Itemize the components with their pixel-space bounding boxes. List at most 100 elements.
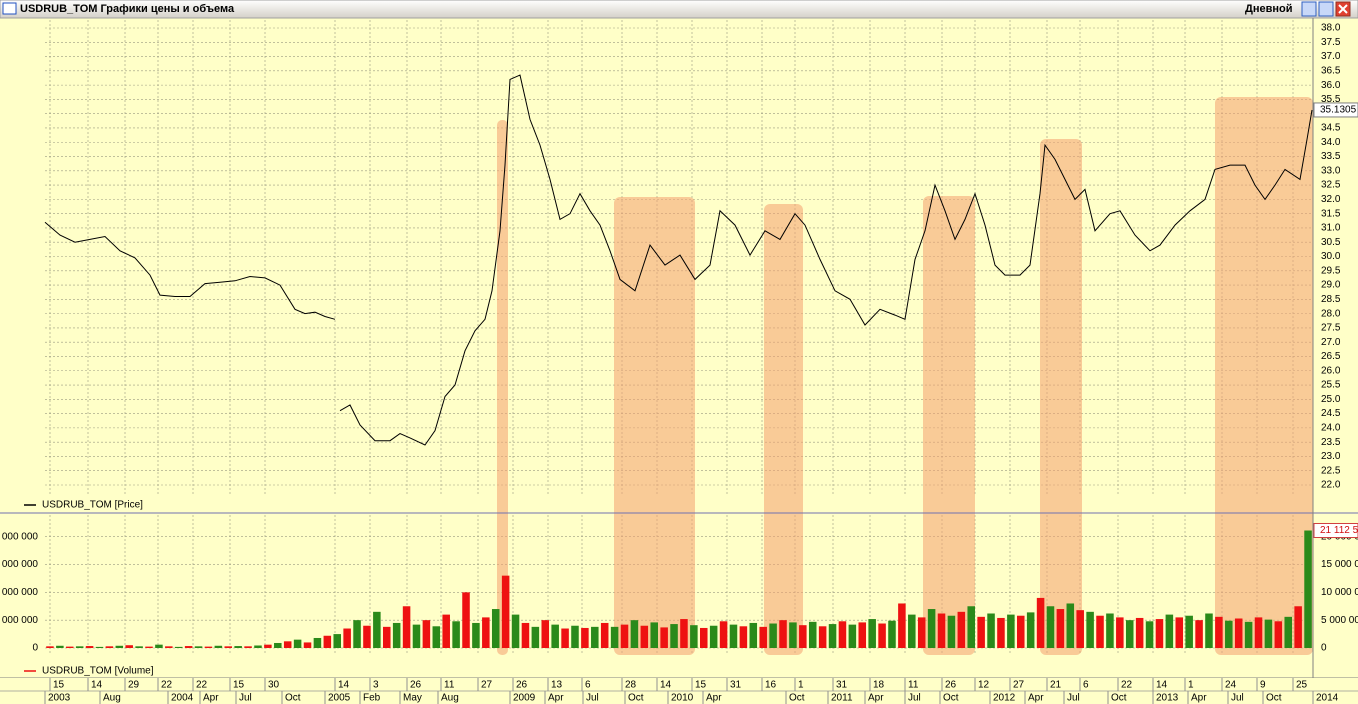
x-tick-label: Oct xyxy=(285,693,301,704)
volume-bar xyxy=(274,642,282,648)
x-tick-label: Feb xyxy=(363,693,381,704)
volume-bar xyxy=(957,611,966,648)
y-tick-label: 28.5 xyxy=(1321,294,1341,305)
volume-bar xyxy=(442,614,450,648)
x-tick-label: 14 xyxy=(1156,680,1168,691)
volume-bar xyxy=(610,626,619,648)
y-tick-label: 38.0 xyxy=(1321,23,1341,34)
y-tick-label-left: 15 000 000 xyxy=(0,559,38,570)
highlight-zone xyxy=(614,197,695,655)
y-tick-label: 31.0 xyxy=(1321,223,1341,234)
volume-bar xyxy=(977,616,985,648)
volume-bar xyxy=(353,620,361,648)
volume-bar xyxy=(898,603,906,648)
close-icon xyxy=(1338,4,1348,14)
y-tick-label: 24.5 xyxy=(1321,408,1341,419)
y-tick-label: 15 000 000 xyxy=(1321,559,1358,570)
x-tick-label: 2005 xyxy=(328,693,351,704)
volume-bar xyxy=(620,624,629,648)
volume-bar xyxy=(333,634,341,648)
volume-bar xyxy=(749,622,758,648)
y-tick-label: 24.0 xyxy=(1321,423,1341,434)
volume-bar xyxy=(937,613,946,648)
price-line xyxy=(44,74,1313,446)
window-title: USDRUB_TOM Графики цены и объема xyxy=(20,3,235,15)
volume-bar xyxy=(293,639,302,648)
x-tick-label: Oct xyxy=(1266,693,1282,704)
x-tick-label: Oct xyxy=(628,693,644,704)
y-tick-label: 32.0 xyxy=(1321,194,1341,205)
legend-label: USDRUB_TOM [Price] xyxy=(42,500,143,511)
volume-bar xyxy=(452,621,460,648)
volume-bar xyxy=(75,646,84,648)
x-tick-label: Jul xyxy=(586,693,599,704)
x-tick-label: Aug xyxy=(441,693,459,704)
y-tick-label: 25.5 xyxy=(1321,380,1341,391)
y-tick-label-left: 10 000 000 xyxy=(0,587,38,598)
volume-bar xyxy=(264,644,272,648)
volume-bar xyxy=(591,626,599,648)
x-tick-label: 2014 xyxy=(1316,693,1339,704)
y-tick-label: 29.5 xyxy=(1321,265,1341,276)
volume-bar xyxy=(551,624,559,648)
volume-bar xyxy=(670,624,678,648)
volume-bar xyxy=(1205,613,1213,648)
volume-bar xyxy=(1066,603,1075,648)
volume-bar xyxy=(174,646,183,648)
volume-bar xyxy=(1036,597,1045,648)
volume-bar xyxy=(363,625,371,648)
volume-bar xyxy=(1294,606,1302,648)
x-tick-label: Apr xyxy=(1191,693,1207,704)
volume-bar xyxy=(600,622,609,648)
x-tick-label: Apr xyxy=(1028,693,1044,704)
volume-bar xyxy=(838,621,847,648)
legend-label: USDRUB_TOM [Volume] xyxy=(42,666,154,677)
x-tick-label: 31 xyxy=(730,680,742,691)
volume-bar xyxy=(700,627,708,648)
x-tick-label: Oct xyxy=(789,693,805,704)
volume-bar xyxy=(561,628,569,648)
x-tick-label: 6 xyxy=(1083,680,1089,691)
x-tick-label: 14 xyxy=(660,680,672,691)
volume-bar xyxy=(184,646,193,648)
y-tick-label: 27.5 xyxy=(1321,323,1341,334)
x-tick-label: 12 xyxy=(978,680,990,691)
x-tick-label: 9 xyxy=(1260,680,1266,691)
volume-bar xyxy=(521,622,530,648)
volume-bar xyxy=(115,645,124,648)
volume-bar xyxy=(254,645,262,648)
y-tick-label: 25.0 xyxy=(1321,394,1341,405)
minimize-button[interactable] xyxy=(1301,1,1317,17)
volume-bar xyxy=(927,609,936,648)
x-tick-label: 6 xyxy=(585,680,591,691)
volume-bar xyxy=(194,646,203,648)
maximize-button[interactable] xyxy=(1318,1,1334,17)
volume-bar xyxy=(383,626,391,648)
y-tick-label: 26.5 xyxy=(1321,351,1341,362)
x-tick-label: 2009 xyxy=(513,693,536,704)
x-tick-label: 27 xyxy=(481,680,493,691)
volume-bar xyxy=(392,622,401,648)
volume-bar xyxy=(729,624,738,648)
volume-bar xyxy=(135,646,143,648)
volume-bar xyxy=(303,642,312,648)
volume-bar xyxy=(769,623,777,648)
volume-bar xyxy=(858,622,867,648)
volume-bar xyxy=(1017,615,1025,648)
y-tick-label: 23.0 xyxy=(1321,451,1341,462)
y-tick-label-left: 0 xyxy=(32,643,38,654)
y-tick-label: 33.0 xyxy=(1321,165,1341,176)
y-tick-label: 28.0 xyxy=(1321,308,1341,319)
x-tick-label: 2010 xyxy=(671,693,694,704)
y-tick-label: 22.5 xyxy=(1321,465,1341,476)
x-tick-label: 21 xyxy=(1050,680,1062,691)
volume-bar xyxy=(828,624,837,648)
x-tick-label: 14 xyxy=(91,680,103,691)
volume-bar xyxy=(165,646,173,648)
volume-bar xyxy=(66,646,74,648)
x-tick-label: Apr xyxy=(706,693,722,704)
y-tick-label: 34.0 xyxy=(1321,137,1341,148)
volume-bar xyxy=(1175,617,1184,648)
timeframe[interactable]: Дневной xyxy=(1245,3,1293,15)
